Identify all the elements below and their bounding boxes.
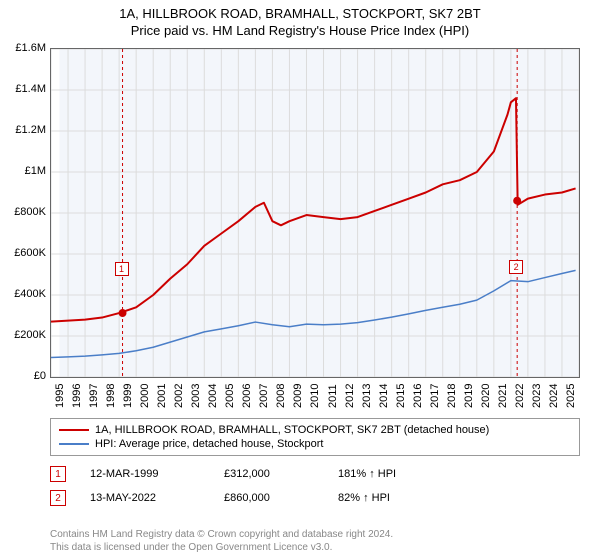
y-tick-label: £1.4M	[0, 83, 46, 95]
title-sub: Price paid vs. HM Land Registry's House …	[0, 23, 600, 38]
footer-line1: Contains HM Land Registry data © Crown c…	[50, 528, 393, 541]
legend: 1A, HILLBROOK ROAD, BRAMHALL, STOCKPORT,…	[50, 418, 580, 456]
legend-swatch-property	[59, 429, 89, 431]
x-tick-label: 2021	[497, 384, 509, 408]
sale-row-2: 2 13-MAY-2022 £860,000 82% ↑ HPI	[50, 490, 438, 506]
x-tick-label: 1997	[88, 384, 100, 408]
y-tick-label: £200K	[0, 329, 46, 341]
y-tick-label: £400K	[0, 288, 46, 300]
legend-row-property: 1A, HILLBROOK ROAD, BRAMHALL, STOCKPORT,…	[59, 423, 571, 437]
sale-hpi-2: 82% ↑ HPI	[338, 492, 438, 504]
x-tick-label: 2018	[446, 384, 458, 408]
x-tick-label: 1996	[71, 384, 83, 408]
chart-plot-area	[50, 48, 580, 378]
x-tick-label: 2006	[241, 384, 253, 408]
sale-price-2: £860,000	[224, 492, 314, 504]
y-tick-label: £600K	[0, 247, 46, 259]
y-tick-label: £1M	[0, 165, 46, 177]
x-tick-label: 1998	[105, 384, 117, 408]
legend-swatch-hpi	[59, 443, 89, 445]
sale-price-1: £312,000	[224, 468, 314, 480]
footer-attribution: Contains HM Land Registry data © Crown c…	[50, 528, 393, 554]
x-tick-label: 2019	[463, 384, 475, 408]
x-tick-label: 2017	[429, 384, 441, 408]
chart-marker-1: 1	[115, 262, 129, 276]
x-tick-label: 2005	[224, 384, 236, 408]
x-tick-label: 2007	[258, 384, 270, 408]
title-main: 1A, HILLBROOK ROAD, BRAMHALL, STOCKPORT,…	[0, 6, 600, 21]
x-tick-label: 2003	[190, 384, 202, 408]
x-tick-label: 2004	[207, 384, 219, 408]
x-tick-label: 2025	[565, 384, 577, 408]
x-tick-label: 2014	[378, 384, 390, 408]
y-tick-label: £0	[0, 370, 46, 382]
x-tick-label: 2013	[361, 384, 373, 408]
legend-label-hpi: HPI: Average price, detached house, Stoc…	[95, 438, 324, 450]
y-tick-label: £800K	[0, 206, 46, 218]
x-tick-label: 2001	[156, 384, 168, 408]
sale-marker-2: 2	[50, 490, 66, 506]
legend-label-property: 1A, HILLBROOK ROAD, BRAMHALL, STOCKPORT,…	[95, 424, 489, 436]
footer-line2: This data is licensed under the Open Gov…	[50, 541, 393, 554]
y-tick-label: £1.6M	[0, 42, 46, 54]
x-tick-label: 2010	[309, 384, 321, 408]
x-tick-label: 2009	[292, 384, 304, 408]
x-tick-label: 2008	[275, 384, 287, 408]
x-tick-label: 2011	[327, 384, 339, 408]
sale-date-2: 13-MAY-2022	[90, 492, 200, 504]
x-tick-label: 2016	[412, 384, 424, 408]
chart-svg	[51, 49, 579, 377]
sale-hpi-1: 181% ↑ HPI	[338, 468, 438, 480]
sale-date-1: 12-MAR-1999	[90, 468, 200, 480]
x-tick-label: 2002	[173, 384, 185, 408]
x-tick-label: 2022	[514, 384, 526, 408]
x-tick-label: 2000	[139, 384, 151, 408]
sale-marker-1: 1	[50, 466, 66, 482]
sale-row-1: 1 12-MAR-1999 £312,000 181% ↑ HPI	[50, 466, 438, 482]
x-tick-label: 1999	[122, 384, 134, 408]
title-block: 1A, HILLBROOK ROAD, BRAMHALL, STOCKPORT,…	[0, 0, 600, 38]
x-tick-label: 2015	[395, 384, 407, 408]
x-tick-label: 2012	[344, 384, 356, 408]
legend-row-hpi: HPI: Average price, detached house, Stoc…	[59, 437, 571, 451]
x-tick-label: 2020	[480, 384, 492, 408]
y-tick-label: £1.2M	[0, 124, 46, 136]
x-tick-label: 2024	[548, 384, 560, 408]
x-tick-label: 2023	[531, 384, 543, 408]
chart-container: 1A, HILLBROOK ROAD, BRAMHALL, STOCKPORT,…	[0, 0, 600, 560]
chart-marker-2: 2	[509, 260, 523, 274]
x-tick-label: 1995	[54, 384, 66, 408]
